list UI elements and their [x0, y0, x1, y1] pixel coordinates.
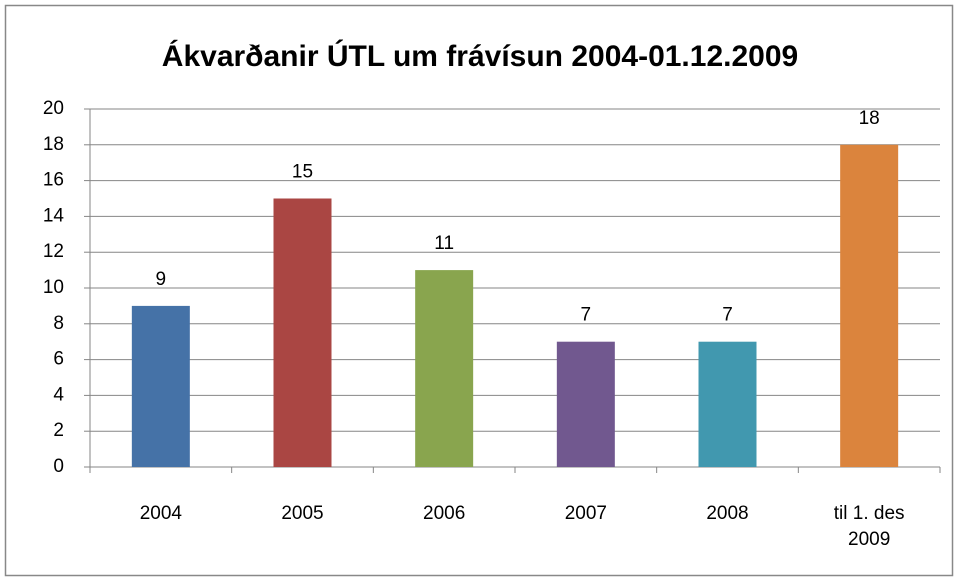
bar: [556, 341, 615, 467]
y-tick-label: 16: [43, 170, 64, 191]
y-tick-label: 2: [53, 420, 64, 441]
y-tick-label: 20: [43, 98, 64, 119]
y-tick-label: 6: [53, 349, 64, 370]
data-label: 7: [722, 305, 733, 326]
bar: [698, 341, 757, 467]
data-label: 7: [581, 305, 592, 326]
bar: [273, 198, 332, 467]
chart-title: Ákvarðanir ÚTL um frávísun 2004-01.12.20…: [162, 39, 798, 73]
y-tick-label: 10: [43, 277, 64, 298]
x-tick-label: 2008: [706, 503, 749, 524]
bar: [415, 270, 474, 467]
y-tick-label: 0: [53, 456, 64, 477]
data-label: 9: [156, 269, 167, 290]
y-tick-label: 14: [43, 205, 65, 226]
data-label: 15: [292, 162, 313, 183]
y-tick-label: 18: [43, 134, 64, 155]
x-tick-label: til 1. des 2009: [833, 503, 905, 550]
data-label: 11: [434, 233, 454, 254]
data-label: 18: [859, 108, 880, 129]
x-tick-label: 2007: [564, 503, 607, 524]
x-tick-label: 2004: [139, 503, 182, 524]
x-tick-label: 2006: [423, 503, 466, 524]
y-tick-label: 4: [53, 384, 64, 405]
bar: [840, 144, 899, 468]
y-tick-label: 8: [53, 313, 64, 334]
x-tick-label: 2005: [281, 503, 324, 524]
bar: [131, 305, 190, 467]
y-tick-label: 12: [43, 241, 64, 262]
chart-frame: [4, 4, 954, 577]
